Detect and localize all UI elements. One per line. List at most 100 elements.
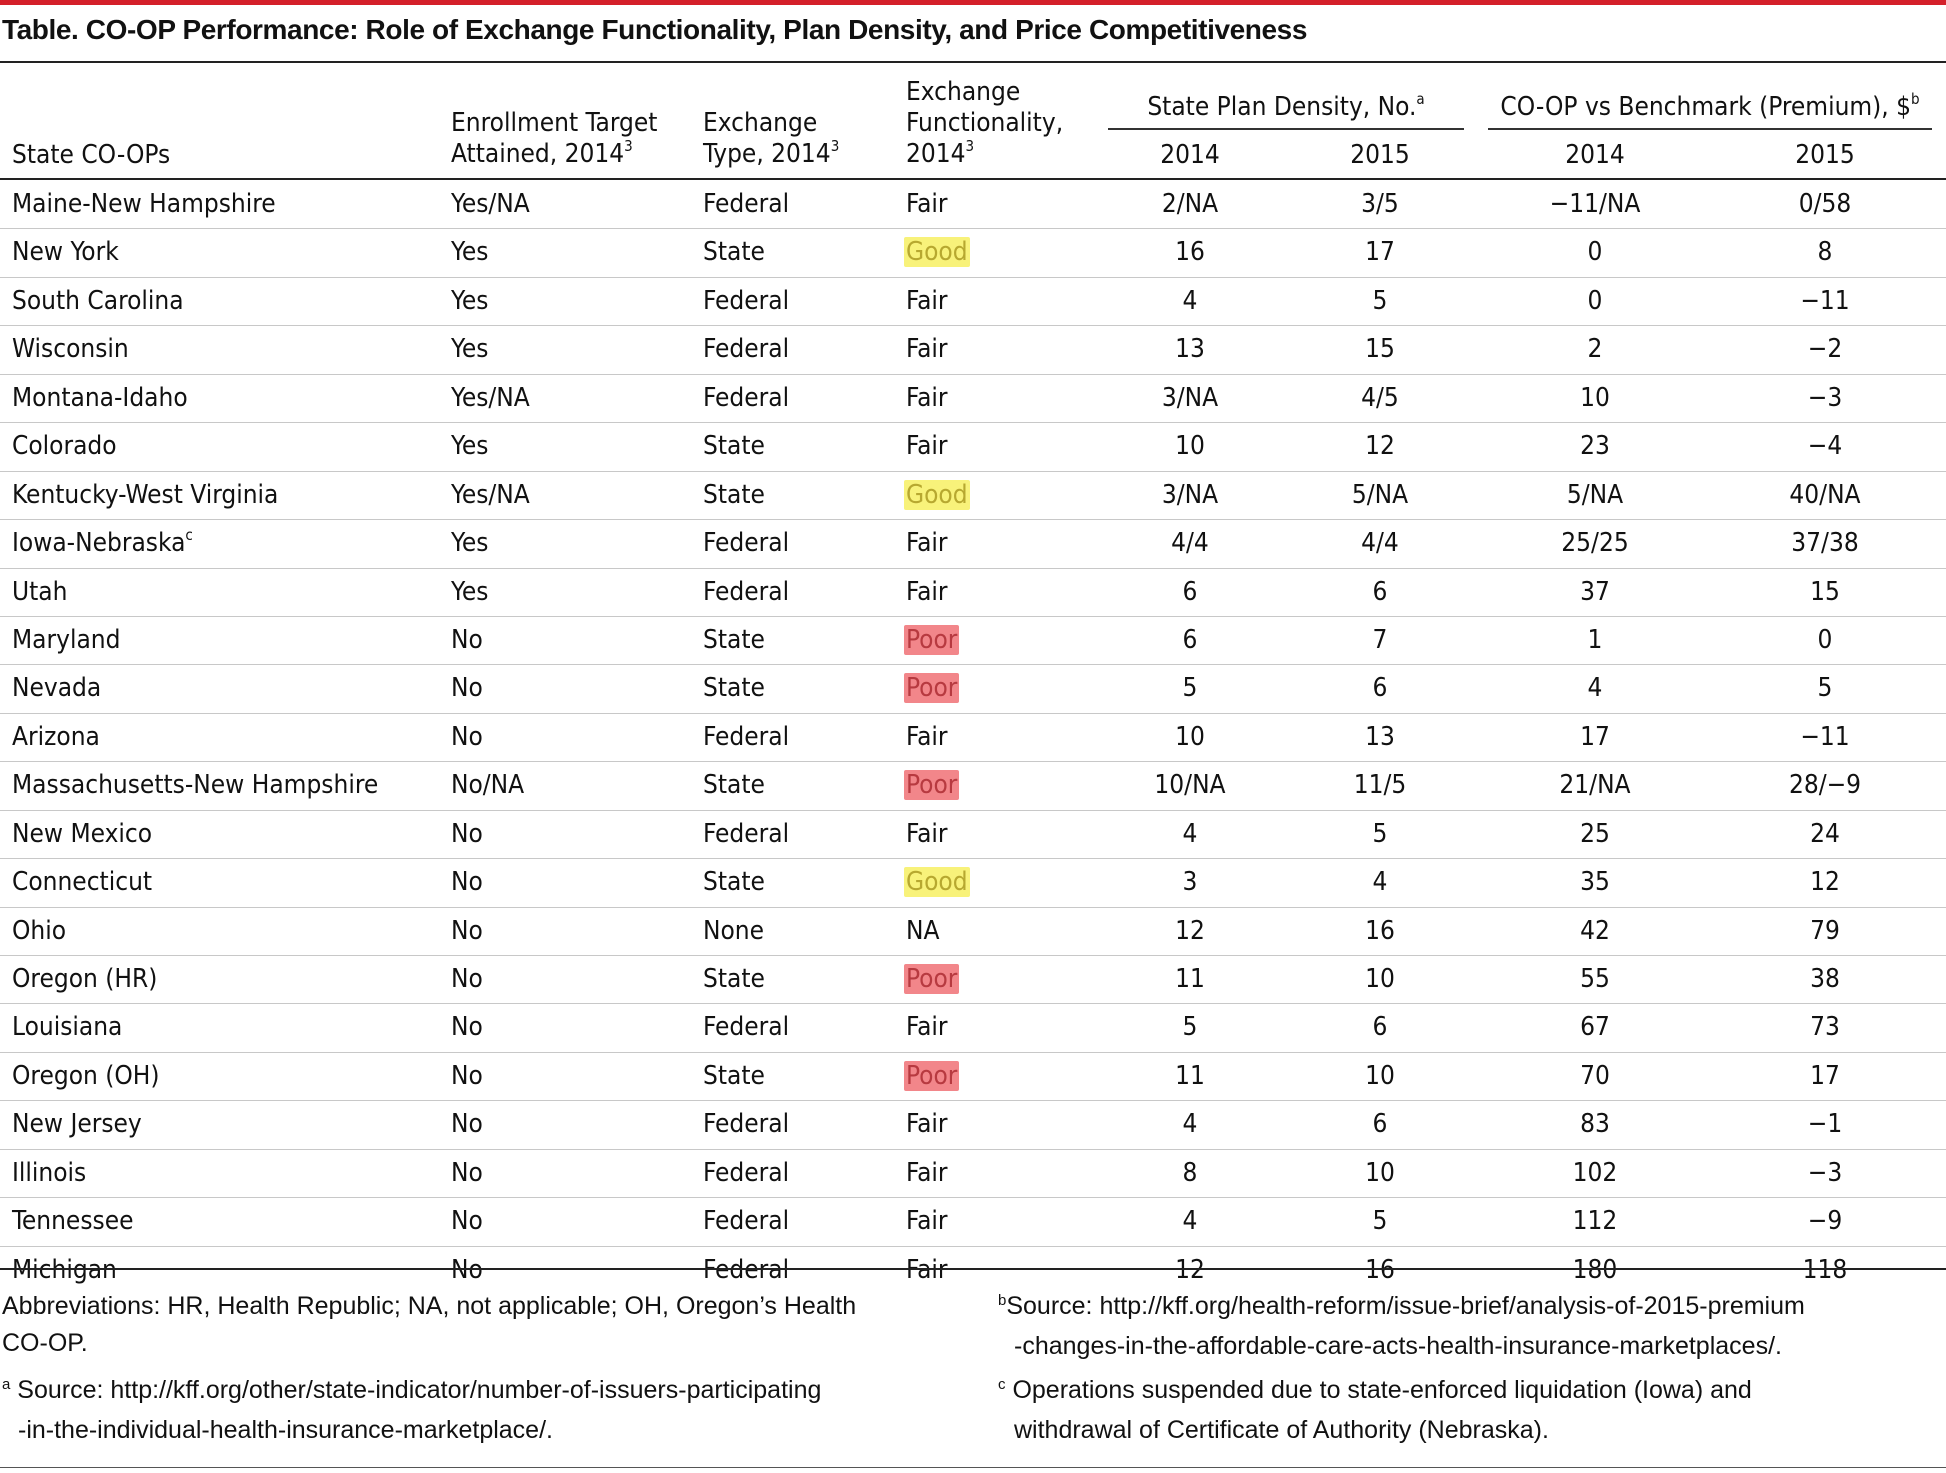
footnote-c-mark: c xyxy=(998,1376,1006,1393)
cell-functionality-value: Good xyxy=(904,479,970,510)
cell-density-2014: 3 xyxy=(1110,859,1270,906)
cell-premium-2015: 38 xyxy=(1740,956,1910,1003)
cell-density-2014-value: 8 xyxy=(1182,1157,1198,1188)
header-func-line3: 2014 xyxy=(906,139,966,169)
cell-premium-2014-value: 2 xyxy=(1587,334,1603,365)
cell-density-2014-value: 5 xyxy=(1182,1012,1198,1043)
cell-density-2014: 11 xyxy=(1110,1053,1270,1100)
cell-exchange-type: Federal xyxy=(703,1101,789,1148)
table-row: Wisconsin Yes Federal Fair 13 15 2 −2 xyxy=(0,326,1946,375)
cell-functionality: Poor xyxy=(904,665,960,712)
cell-state-value: Illinois xyxy=(12,1157,87,1188)
header-type-ref: 3 xyxy=(830,137,840,155)
cell-density-2014-value: 4 xyxy=(1182,285,1198,316)
cell-density-2015: 6 xyxy=(1300,665,1460,712)
header-func-ref: 3 xyxy=(965,137,975,155)
cell-state: Illinois xyxy=(12,1150,86,1197)
cell-density-2015-value: 12 xyxy=(1365,431,1395,462)
cell-density-2014: 5 xyxy=(1110,665,1270,712)
cell-premium-2014: 67 xyxy=(1510,1004,1680,1051)
cell-exchange-type: Federal xyxy=(703,375,789,422)
cell-density-2015: 3/5 xyxy=(1300,181,1460,228)
cell-premium-2015-value: 5 xyxy=(1817,673,1833,704)
cell-density-2014-value: 16 xyxy=(1175,237,1205,268)
cell-exchange-type: Federal xyxy=(703,1198,789,1245)
cell-state-value: Utah xyxy=(12,576,68,607)
cell-exchange-type-value: State xyxy=(703,770,765,801)
footnote-a-mark: a xyxy=(2,1376,11,1393)
footnote-abbrev-line1: Abbreviations: HR, Health Republic; NA, … xyxy=(2,1292,857,1320)
cell-enrollment-value: No xyxy=(451,1109,483,1140)
cell-density-2015-value: 4 xyxy=(1372,867,1388,898)
cell-premium-2014: 1 xyxy=(1510,617,1680,664)
cell-premium-2014: 180 xyxy=(1510,1247,1680,1294)
cell-functionality-value: Fair xyxy=(906,528,948,559)
table-row: Massachusetts-New Hampshire No/NA State Poo… xyxy=(0,762,1946,811)
cell-exchange-type-value: Federal xyxy=(703,382,790,413)
cell-enrollment-value: Yes/NA xyxy=(451,479,530,510)
cell-exchange-type-value: Federal xyxy=(703,189,790,219)
cell-density-2015-value: 7 xyxy=(1372,624,1388,655)
cell-premium-2014-value: −11/NA xyxy=(1549,189,1641,219)
cell-premium-2014: 25 xyxy=(1510,811,1680,858)
cell-density-2015-value: 11/5 xyxy=(1353,770,1407,801)
cell-exchange-type-value: Federal xyxy=(703,334,790,365)
cell-premium-2015: −2 xyxy=(1740,326,1910,373)
cell-functionality: Fair xyxy=(906,326,948,373)
cell-state-value: Oregon (OH) xyxy=(12,1060,160,1091)
cell-premium-2014: 4 xyxy=(1510,665,1680,712)
cell-exchange-type-value: State xyxy=(703,479,765,510)
table-row: Maryland No State Poor 6 7 1 0 xyxy=(0,617,1946,666)
cell-functionality: Poor xyxy=(904,617,960,664)
cell-premium-2015-value: 37/38 xyxy=(1791,528,1859,559)
cell-density-2015-value: 6 xyxy=(1372,576,1388,607)
cell-density-2015-value: 4/4 xyxy=(1361,528,1399,559)
table-row: Tennessee No Federal Fair 4 5 112 −9 xyxy=(0,1198,1946,1247)
cell-functionality-value: Fair xyxy=(906,285,948,316)
cell-density-2014: 11 xyxy=(1110,956,1270,1003)
footnote-abbrev-line2: CO-OP. xyxy=(2,1329,88,1357)
cell-premium-2015: 73 xyxy=(1740,1004,1910,1051)
table-row: Nevada No State Poor 5 6 4 5 xyxy=(0,665,1946,714)
cell-premium-2015-value: 15 xyxy=(1810,576,1840,607)
cell-premium-2014-value: 21/NA xyxy=(1559,770,1631,801)
cell-functionality-value: NA xyxy=(906,915,940,946)
header-type-line2: Type, 2014 xyxy=(703,139,831,169)
table-row: Connecticut No State Good 3 4 35 12 xyxy=(0,859,1946,908)
cell-functionality-value: Poor xyxy=(904,624,960,655)
cell-premium-2014-value: 70 xyxy=(1580,1060,1610,1091)
cell-exchange-type: State xyxy=(703,423,765,470)
cell-premium-2015-value: 17 xyxy=(1810,1060,1840,1091)
cell-enrollment: No xyxy=(451,1004,483,1051)
cell-density-2015: 5 xyxy=(1300,811,1460,858)
cell-enrollment: No xyxy=(451,1150,483,1197)
cell-density-2014-value: 2/NA xyxy=(1161,189,1219,219)
cell-exchange-type-value: State xyxy=(703,673,765,704)
cell-premium-2015: 28/−9 xyxy=(1740,762,1910,809)
cell-density-2014: 3/NA xyxy=(1110,375,1270,422)
cell-density-2014-value: 4 xyxy=(1182,1206,1198,1237)
cell-functionality: Fair xyxy=(906,811,948,858)
cell-exchange-type-value: Federal xyxy=(703,818,790,849)
cell-density-2015-value: 16 xyxy=(1365,915,1395,946)
header-premium-group: CO-OP vs Benchmark (Premium), $b xyxy=(1488,90,1932,126)
header-enrollment-line2: Attained, 2014 xyxy=(451,139,625,169)
table-row: Oregon (HR) No State Poor 11 10 55 38 xyxy=(0,956,1946,1005)
cell-functionality-value: Good xyxy=(904,867,970,898)
cell-premium-2014: 102 xyxy=(1510,1150,1680,1197)
cell-state-value: New Jersey xyxy=(12,1109,142,1140)
cell-density-2014-value: 10 xyxy=(1175,431,1205,462)
cell-premium-2015-value: 0/58 xyxy=(1798,189,1852,219)
cell-premium-2015: 15 xyxy=(1740,569,1910,616)
cell-functionality: Fair xyxy=(906,1198,948,1245)
cell-functionality: Fair xyxy=(906,423,948,470)
cell-state-value: South Carolina xyxy=(12,285,184,316)
cell-density-2014: 12 xyxy=(1110,1247,1270,1294)
cell-enrollment: No xyxy=(451,1198,483,1245)
cell-functionality: Poor xyxy=(904,956,960,1003)
cell-state-value: Wisconsin xyxy=(12,334,129,365)
cell-functionality: Fair xyxy=(906,278,948,325)
cell-state-value: Louisiana xyxy=(12,1012,123,1043)
cell-premium-2015: 118 xyxy=(1740,1247,1910,1294)
cell-exchange-type: Federal xyxy=(703,1247,789,1294)
